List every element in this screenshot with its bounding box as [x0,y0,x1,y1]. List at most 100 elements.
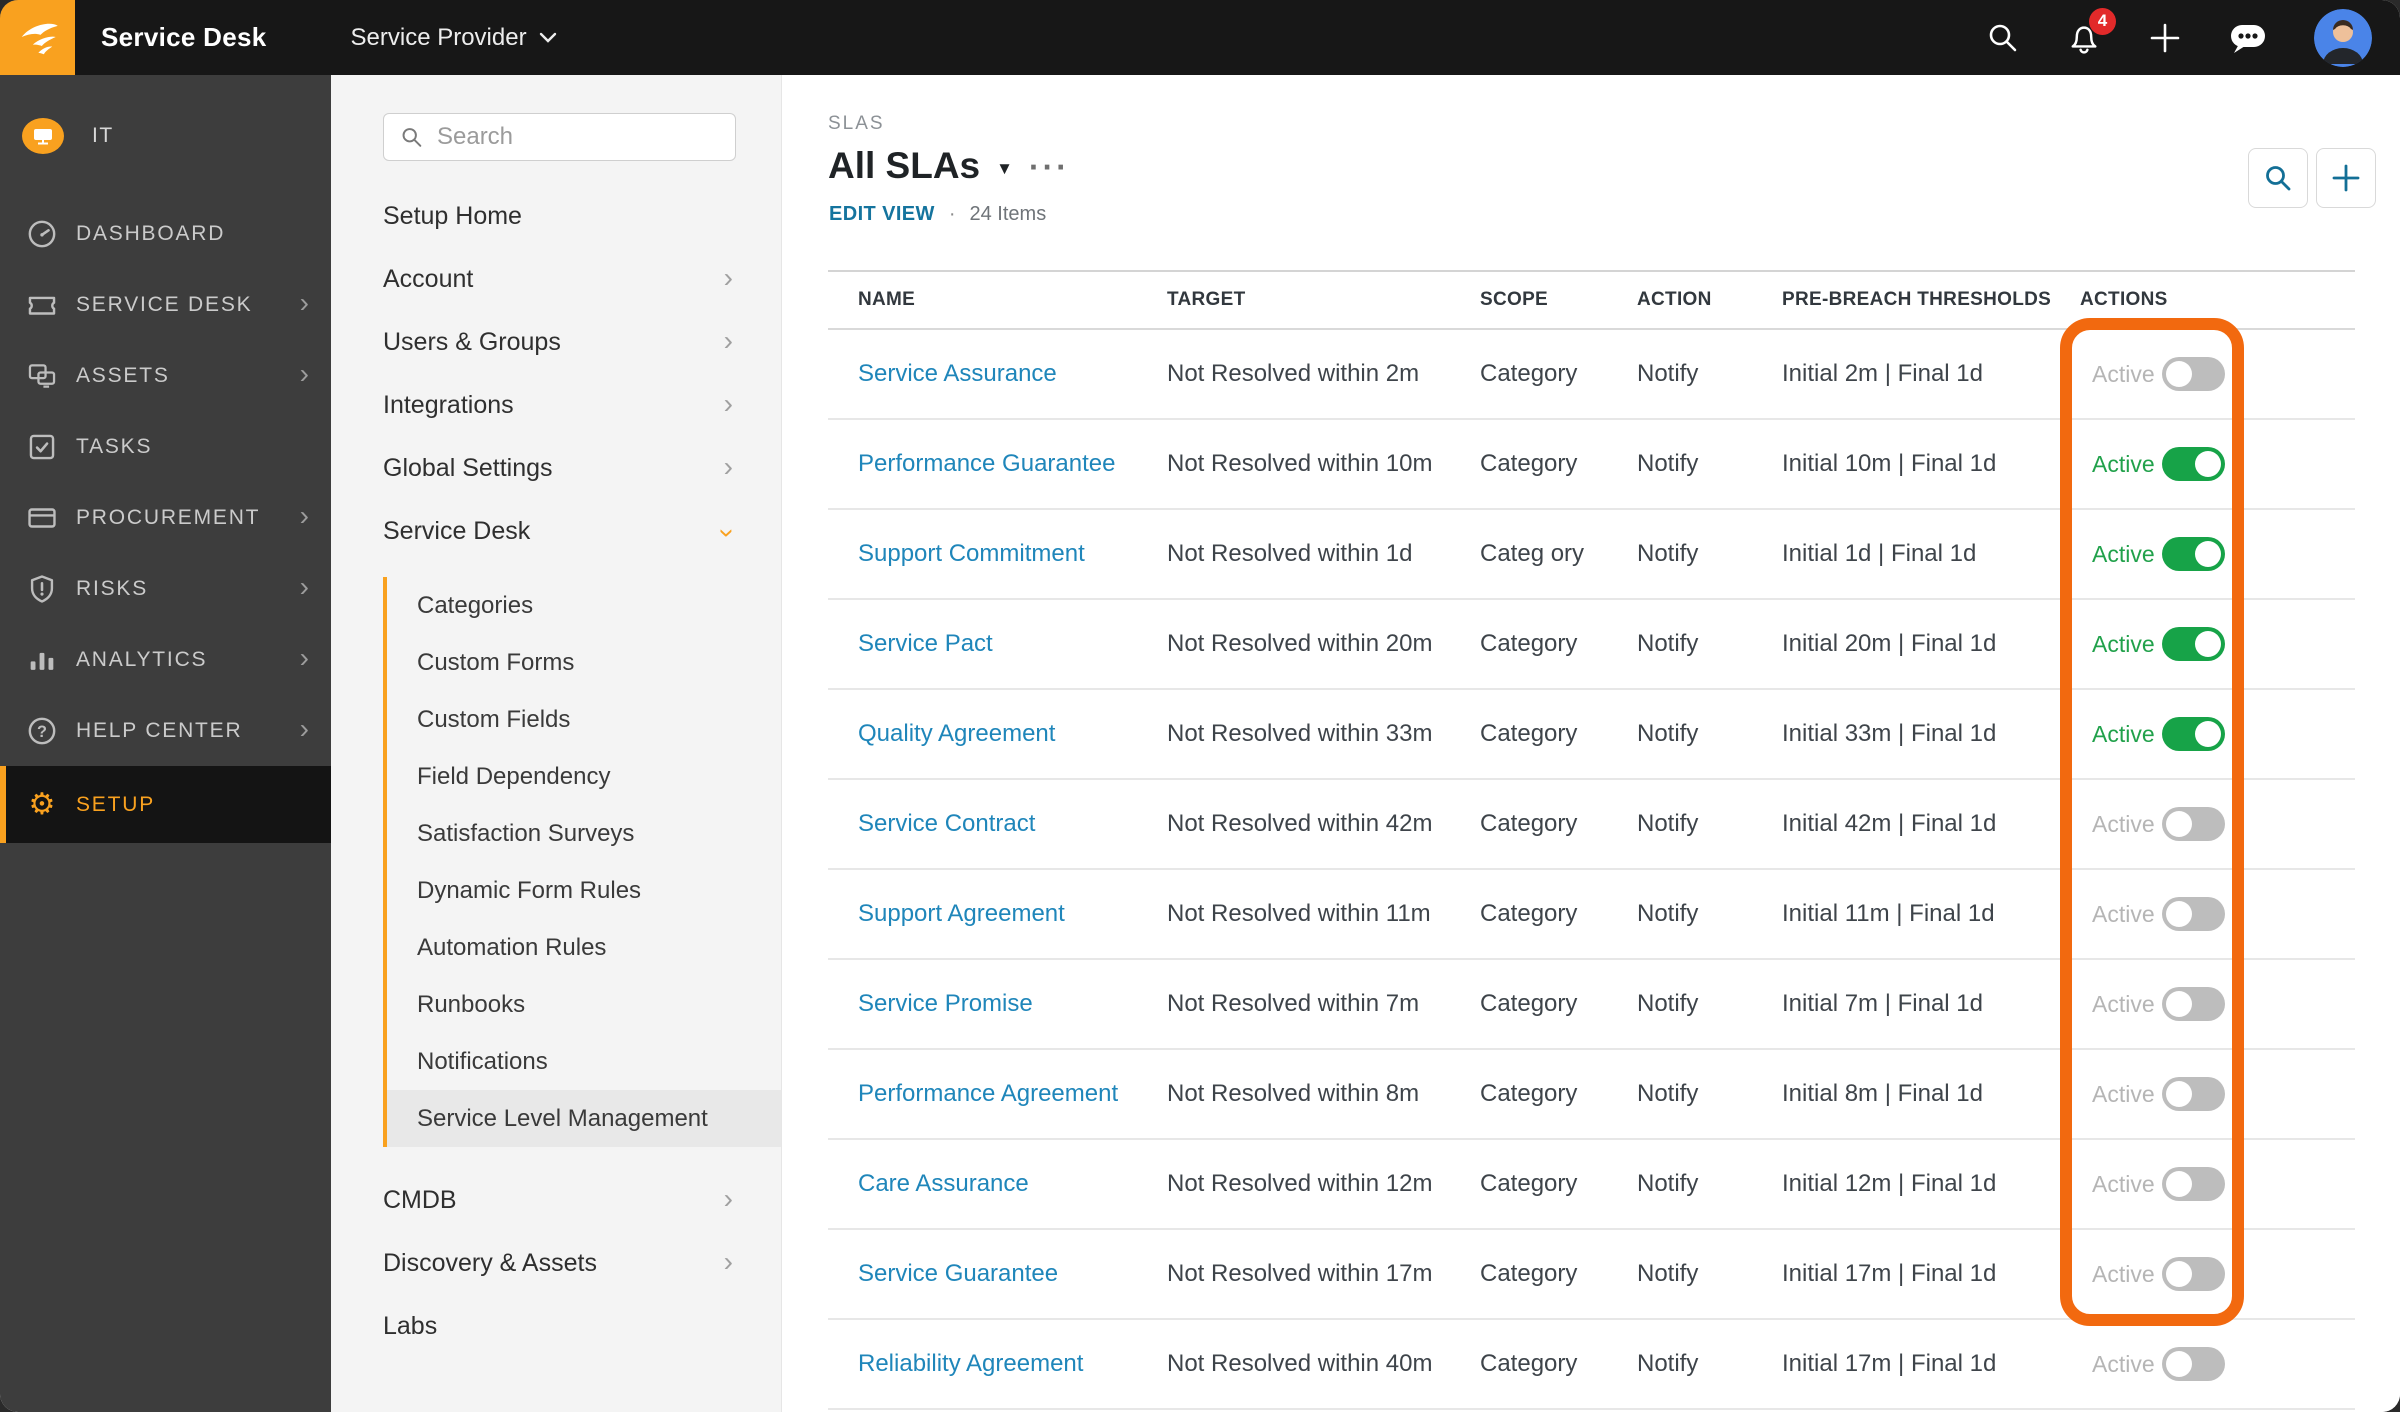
sla-name-link[interactable]: Performance Guarantee [858,450,1116,477]
submenu-item-categories[interactable]: Categories [387,577,781,634]
sla-name-link[interactable]: Service Promise [858,990,1033,1017]
active-toggle[interactable] [2162,807,2225,841]
sidebar-item-help-center[interactable]: ? HELP CENTER › [0,695,331,766]
table-row: Support Agreement Not Resolved within 11m… [828,870,2355,960]
setup-menu-item-global-settings[interactable]: Global Settings › [331,437,781,500]
sidebar-item-tasks[interactable]: TASKS [0,411,331,482]
cell-actions: Active [2080,627,2355,661]
chat-button[interactable] [2228,20,2268,56]
sidebar-item-it[interactable]: IT [22,111,331,161]
sidebar-item-assets[interactable]: ASSETS › [0,340,331,411]
setup-menu-top: Setup Home Account › Users & Groups › Integra… [331,185,781,563]
cell-scope: Category [1480,1350,1578,1377]
sla-name-link[interactable]: Service Guarantee [858,1260,1059,1287]
cell-action: Notify [1637,1350,1699,1377]
sidebar-item-analytics[interactable]: ANALYTICS › [0,624,331,695]
table-search-button[interactable] [2248,148,2308,208]
active-toggle[interactable] [2162,1077,2225,1111]
active-toggle[interactable] [2162,1257,2225,1291]
sla-name-link[interactable]: Support Commitment [858,540,1085,567]
toggle-knob [2166,1261,2192,1287]
sla-name-link[interactable]: Quality Agreement [858,720,1056,747]
sla-name-link[interactable]: Care Assurance [858,1170,1029,1197]
setup-menu-item-discovery-assets[interactable]: Discovery & Assets › [331,1232,781,1295]
active-toggle[interactable] [2162,1347,2225,1381]
column-header-action[interactable]: ACTION [1637,289,1712,310]
add-sla-button[interactable] [2316,148,2376,208]
sidebar-item-procurement[interactable]: PROCUREMENT › [0,482,331,553]
column-header-scope[interactable]: SCOPE [1480,289,1549,310]
create-new-button[interactable] [2148,21,2182,55]
setup-menu-item-integrations[interactable]: Integrations › [331,374,781,437]
setup-menu-item-label: Service Desk [383,517,531,545]
help-icon: ? [24,714,60,748]
sidebar-item-risks[interactable]: RISKS › [0,553,331,624]
column-header-pre-breach-thresholds[interactable]: PRE-BREACH THRESHOLDS [1782,289,2052,310]
sla-name-link[interactable]: Support Agreement [858,900,1065,927]
sidebar-item-service-desk[interactable]: SERVICE DESK › [0,269,331,340]
sidebar-nav: DASHBOARD SERVICE DESK › ASSETS › TASKS PROCUR… [0,198,331,843]
cell-thresholds: Initial 7m | Final 1d [1782,990,1983,1017]
cell-thresholds: Initial 33m | Final 1d [1782,720,1997,747]
setup-search-input[interactable] [436,123,719,151]
org-selector[interactable]: Service Provider [351,24,557,52]
active-toggle[interactable] [2162,987,2225,1021]
active-toggle[interactable] [2162,537,2225,571]
sidebar-item-setup[interactable]: ⚙︎ SETUP [0,766,331,843]
sla-name-link[interactable]: Performance Agreement [858,1080,1119,1107]
active-toggle-label: Active [2092,900,2155,927]
active-toggle[interactable] [2162,447,2225,481]
column-header-actions[interactable]: ACTIONS [2080,289,2168,310]
setup-menu-item-account[interactable]: Account › [331,248,781,311]
more-options-icon[interactable]: ··· [1028,149,1070,185]
notifications-button[interactable]: 4 [2066,7,2116,56]
cell-thresholds: Initial 17m | Final 1d [1782,1350,1997,1377]
chevron-right-icon: › [723,261,733,293]
submenu-item-automation-rules[interactable]: Automation Rules [387,919,781,976]
submenu-item-service-level-management[interactable]: Service Level Management [387,1090,781,1147]
column-header-name[interactable]: NAME [858,289,916,310]
setup-search[interactable] [383,113,736,161]
cell-action: Notify [1637,540,1699,567]
column-header-target[interactable]: TARGET [1167,289,1246,310]
service-desk-submenu: Categories Custom Forms Custom Fields Field… [383,577,781,1147]
submenu-item-dynamic-form-rules[interactable]: Dynamic Form Rules [387,862,781,919]
active-toggle[interactable] [2162,1167,2225,1201]
setup-menu-item-service-desk[interactable]: Service Desk › [331,500,781,563]
active-toggle[interactable] [2162,357,2225,391]
sla-name-link[interactable]: Reliability Agreement [858,1350,1084,1377]
active-toggle[interactable] [2162,717,2225,751]
sidebar-item-label: ASSETS [76,363,170,387]
sla-name-link[interactable]: Service Assurance [858,360,1057,387]
active-toggle[interactable] [2162,897,2225,931]
user-avatar[interactable] [2314,8,2372,67]
setup-menu-item-setup-home[interactable]: Setup Home [331,185,781,248]
setup-menu-item-cmdb[interactable]: CMDB › [331,1169,781,1232]
cell-action: Notify [1637,450,1699,477]
cell-actions: Active [2080,717,2355,751]
sla-name-link[interactable]: Service Contract [858,810,1036,837]
view-dropdown-caret-icon[interactable]: ▼ [996,159,1013,178]
chevron-right-icon: › [299,499,309,531]
setup-menu-item-label: Labs [383,1312,438,1340]
toggle-knob [2166,361,2192,387]
global-search-button[interactable] [1986,21,2020,55]
submenu-item-field-dependency[interactable]: Field Dependency [387,748,781,805]
submenu-item-runbooks[interactable]: Runbooks [387,976,781,1033]
submenu-item-custom-forms[interactable]: Custom Forms [387,634,781,691]
solarwinds-logo[interactable] [0,0,75,75]
active-toggle[interactable] [2162,627,2225,661]
chevron-right-icon: › [299,286,309,318]
submenu-item-notifications[interactable]: Notifications [387,1033,781,1090]
submenu-item-satisfaction-surveys[interactable]: Satisfaction Surveys [387,805,781,862]
setup-menu-item-users-groups[interactable]: Users & Groups › [331,311,781,374]
edit-view-link[interactable]: EDIT VIEW [829,203,935,225]
submenu-item-label: Field Dependency [417,762,611,790]
setup-menu-item-labs[interactable]: Labs [331,1295,781,1358]
sidebar-item-dashboard[interactable]: DASHBOARD [0,198,331,269]
page-title: All SLAs [828,145,981,186]
sla-name-link[interactable]: Service Pact [858,630,993,657]
svg-text:?: ? [37,722,47,740]
submenu-item-custom-fields[interactable]: Custom Fields [387,691,781,748]
